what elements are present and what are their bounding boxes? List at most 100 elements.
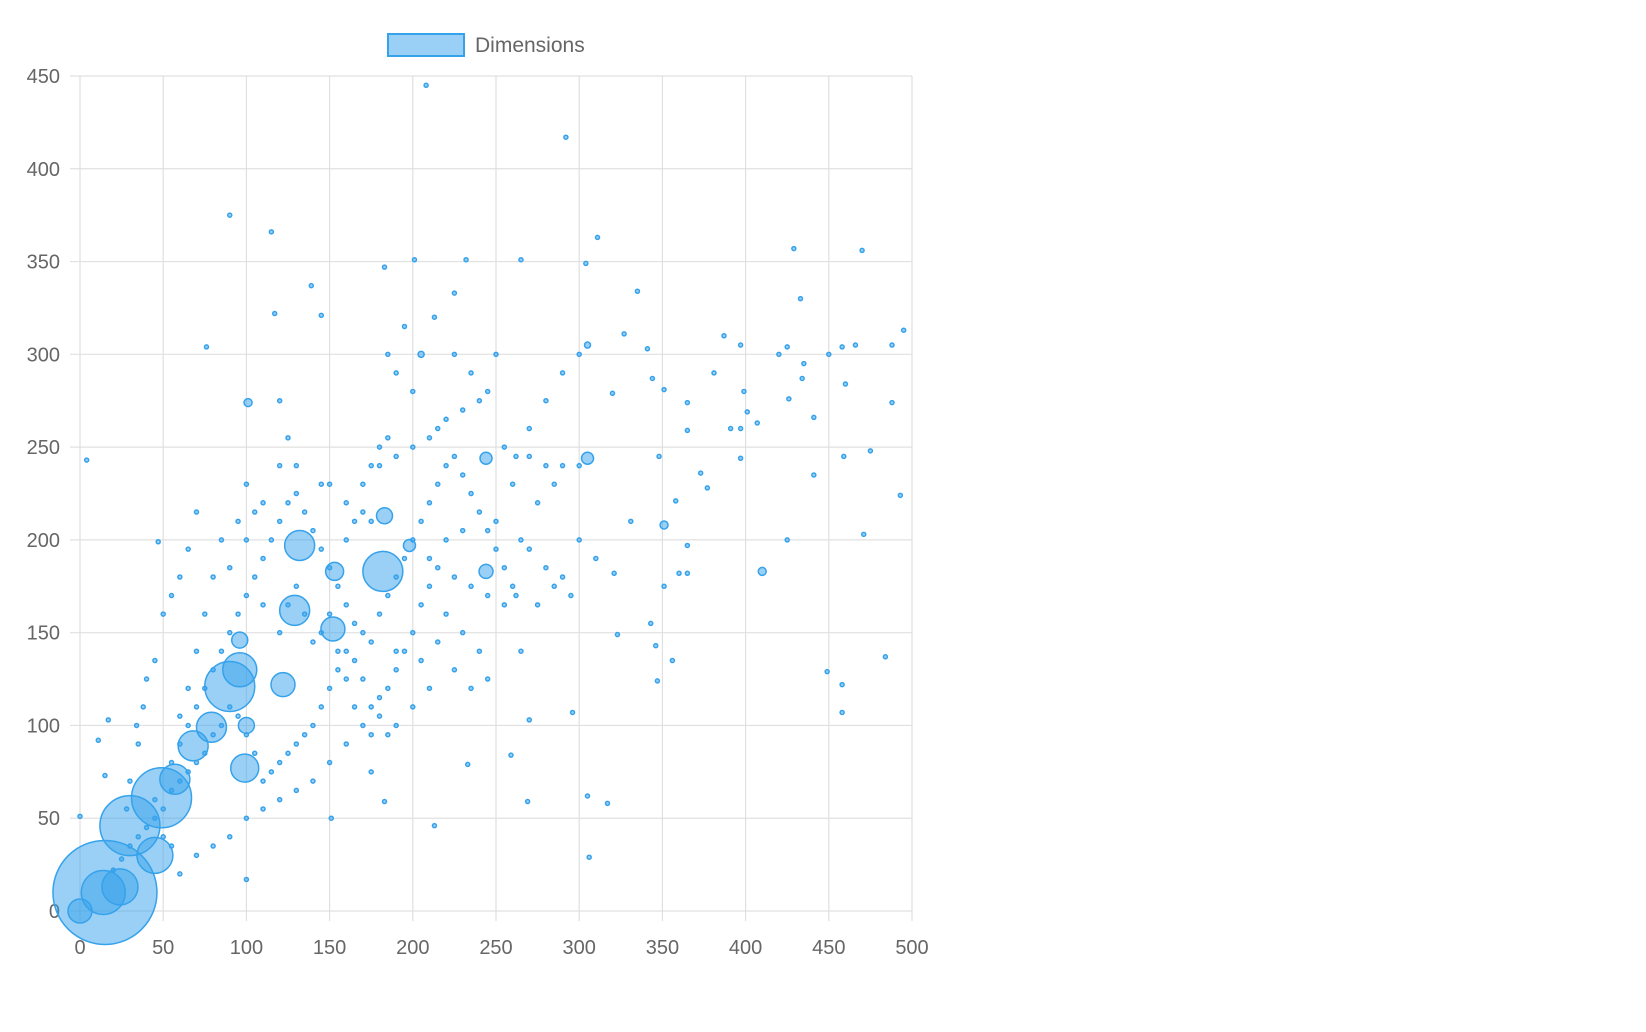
bubble-point[interactable] — [621, 331, 627, 337]
bubble-point[interactable] — [463, 256, 469, 263]
bubble-point[interactable] — [310, 639, 316, 645]
bubble-point[interactable] — [464, 761, 471, 768]
bubble-point[interactable] — [243, 481, 250, 487]
bubble-point[interactable] — [786, 396, 792, 402]
bubble-point[interactable] — [360, 629, 366, 636]
bubble-point[interactable] — [193, 759, 200, 766]
bubble-point[interactable] — [136, 836, 174, 875]
bubble-point[interactable] — [360, 676, 366, 682]
bubble-point[interactable] — [140, 704, 146, 710]
bubble-point[interactable] — [368, 769, 374, 775]
legend-label[interactable]: Dimensions — [475, 34, 585, 57]
bubble-point[interactable] — [77, 813, 83, 820]
bubble-point[interactable] — [293, 490, 300, 497]
bubble-point[interactable] — [310, 778, 316, 784]
bubble-point[interactable] — [376, 713, 383, 719]
bubble-point[interactable] — [801, 360, 807, 367]
bubble-point[interactable] — [276, 759, 283, 766]
bubble-point[interactable] — [484, 388, 491, 395]
bubble-point[interactable] — [177, 741, 183, 747]
bubble-point[interactable] — [418, 518, 424, 525]
bubble-point[interactable] — [727, 425, 734, 432]
bubble-point[interactable] — [185, 769, 191, 775]
bubble-point[interactable] — [285, 500, 291, 506]
bubble-point[interactable] — [177, 574, 183, 580]
bubble-point[interactable] — [839, 709, 845, 716]
bubble-point[interactable] — [135, 741, 141, 747]
bubble-point[interactable] — [368, 639, 374, 645]
bubble-point[interactable] — [649, 375, 656, 382]
bubble-point[interactable] — [443, 611, 449, 617]
bubble-point[interactable] — [704, 485, 711, 491]
bubble-point[interactable] — [418, 602, 424, 608]
bubble-point[interactable] — [301, 509, 308, 515]
bubble-point[interactable] — [293, 741, 300, 747]
bubble-point[interactable] — [123, 806, 130, 812]
bubble-point[interactable] — [526, 546, 533, 552]
bubble-point[interactable] — [318, 546, 325, 552]
bubble-point[interactable] — [310, 527, 316, 534]
bubble-point[interactable] — [210, 667, 216, 673]
bubble-point[interactable] — [648, 620, 654, 627]
bubble-point[interactable] — [435, 564, 441, 571]
bubble-point[interactable] — [376, 694, 383, 701]
bubble-point[interactable] — [534, 500, 541, 506]
bubble-point[interactable] — [484, 676, 491, 682]
bubble-point[interactable] — [852, 342, 859, 348]
bubble-point[interactable] — [177, 778, 183, 784]
bubble-point[interactable] — [684, 427, 691, 434]
bubble-point[interactable] — [459, 629, 466, 636]
bubble-point[interactable] — [185, 546, 191, 552]
bubble-point[interactable] — [260, 602, 266, 608]
bubble-point[interactable] — [268, 537, 275, 543]
bubble-point[interactable] — [484, 527, 491, 534]
bubble-point[interactable] — [351, 704, 358, 710]
legend-swatch[interactable] — [387, 33, 465, 57]
bubble-point[interactable] — [576, 351, 582, 358]
bubble-point[interactable] — [324, 561, 345, 582]
bubble-point[interactable] — [375, 507, 394, 525]
bubble-point[interactable] — [513, 592, 519, 599]
bubble-point[interactable] — [235, 713, 241, 719]
bubble-point[interactable] — [524, 798, 531, 805]
bubble-point[interactable] — [260, 806, 266, 812]
bubble-point[interactable] — [543, 397, 549, 404]
bubble-point[interactable] — [193, 648, 200, 654]
bubble-point[interactable] — [351, 620, 358, 627]
bubble-point[interactable] — [468, 490, 474, 497]
bubble-point[interactable] — [476, 648, 483, 654]
bubble-point[interactable] — [393, 453, 399, 460]
bubble-point[interactable] — [468, 685, 474, 692]
bubble-point[interactable] — [611, 570, 617, 577]
bubble-point[interactable] — [335, 667, 341, 673]
bubble-point[interactable] — [393, 722, 399, 729]
bubble-point[interactable] — [227, 564, 233, 571]
bubble-point[interactable] — [318, 704, 325, 710]
bubble-point[interactable] — [318, 312, 325, 319]
bubble-point[interactable] — [243, 537, 250, 543]
bubble-point[interactable] — [824, 668, 830, 675]
bubble-point[interactable] — [744, 409, 751, 415]
bubble-point[interactable] — [569, 709, 576, 716]
bubble-point[interactable] — [393, 370, 399, 376]
bubble-point[interactable] — [160, 611, 166, 617]
bubble-point[interactable] — [360, 481, 366, 487]
bubble-point[interactable] — [418, 657, 424, 664]
bubble-point[interactable] — [293, 462, 300, 469]
bubble-point[interactable] — [604, 800, 611, 807]
bubble-point[interactable] — [260, 778, 266, 784]
bubble-point[interactable] — [484, 592, 491, 599]
bubble-point[interactable] — [83, 457, 90, 463]
bubble-point[interactable] — [811, 472, 817, 478]
bubble-point[interactable] — [451, 667, 458, 673]
bubble-point[interactable] — [551, 583, 557, 590]
bubble-point[interactable] — [711, 370, 717, 376]
bubble-point[interactable] — [105, 717, 112, 723]
bubble-point[interactable] — [426, 500, 433, 506]
bubble-point[interactable] — [410, 444, 416, 450]
bubble-point[interactable] — [559, 462, 566, 469]
bubble-point[interactable] — [276, 796, 283, 803]
bubble-point[interactable] — [431, 822, 438, 829]
bubble-point[interactable] — [177, 713, 183, 719]
bubble-point[interactable] — [285, 750, 291, 757]
